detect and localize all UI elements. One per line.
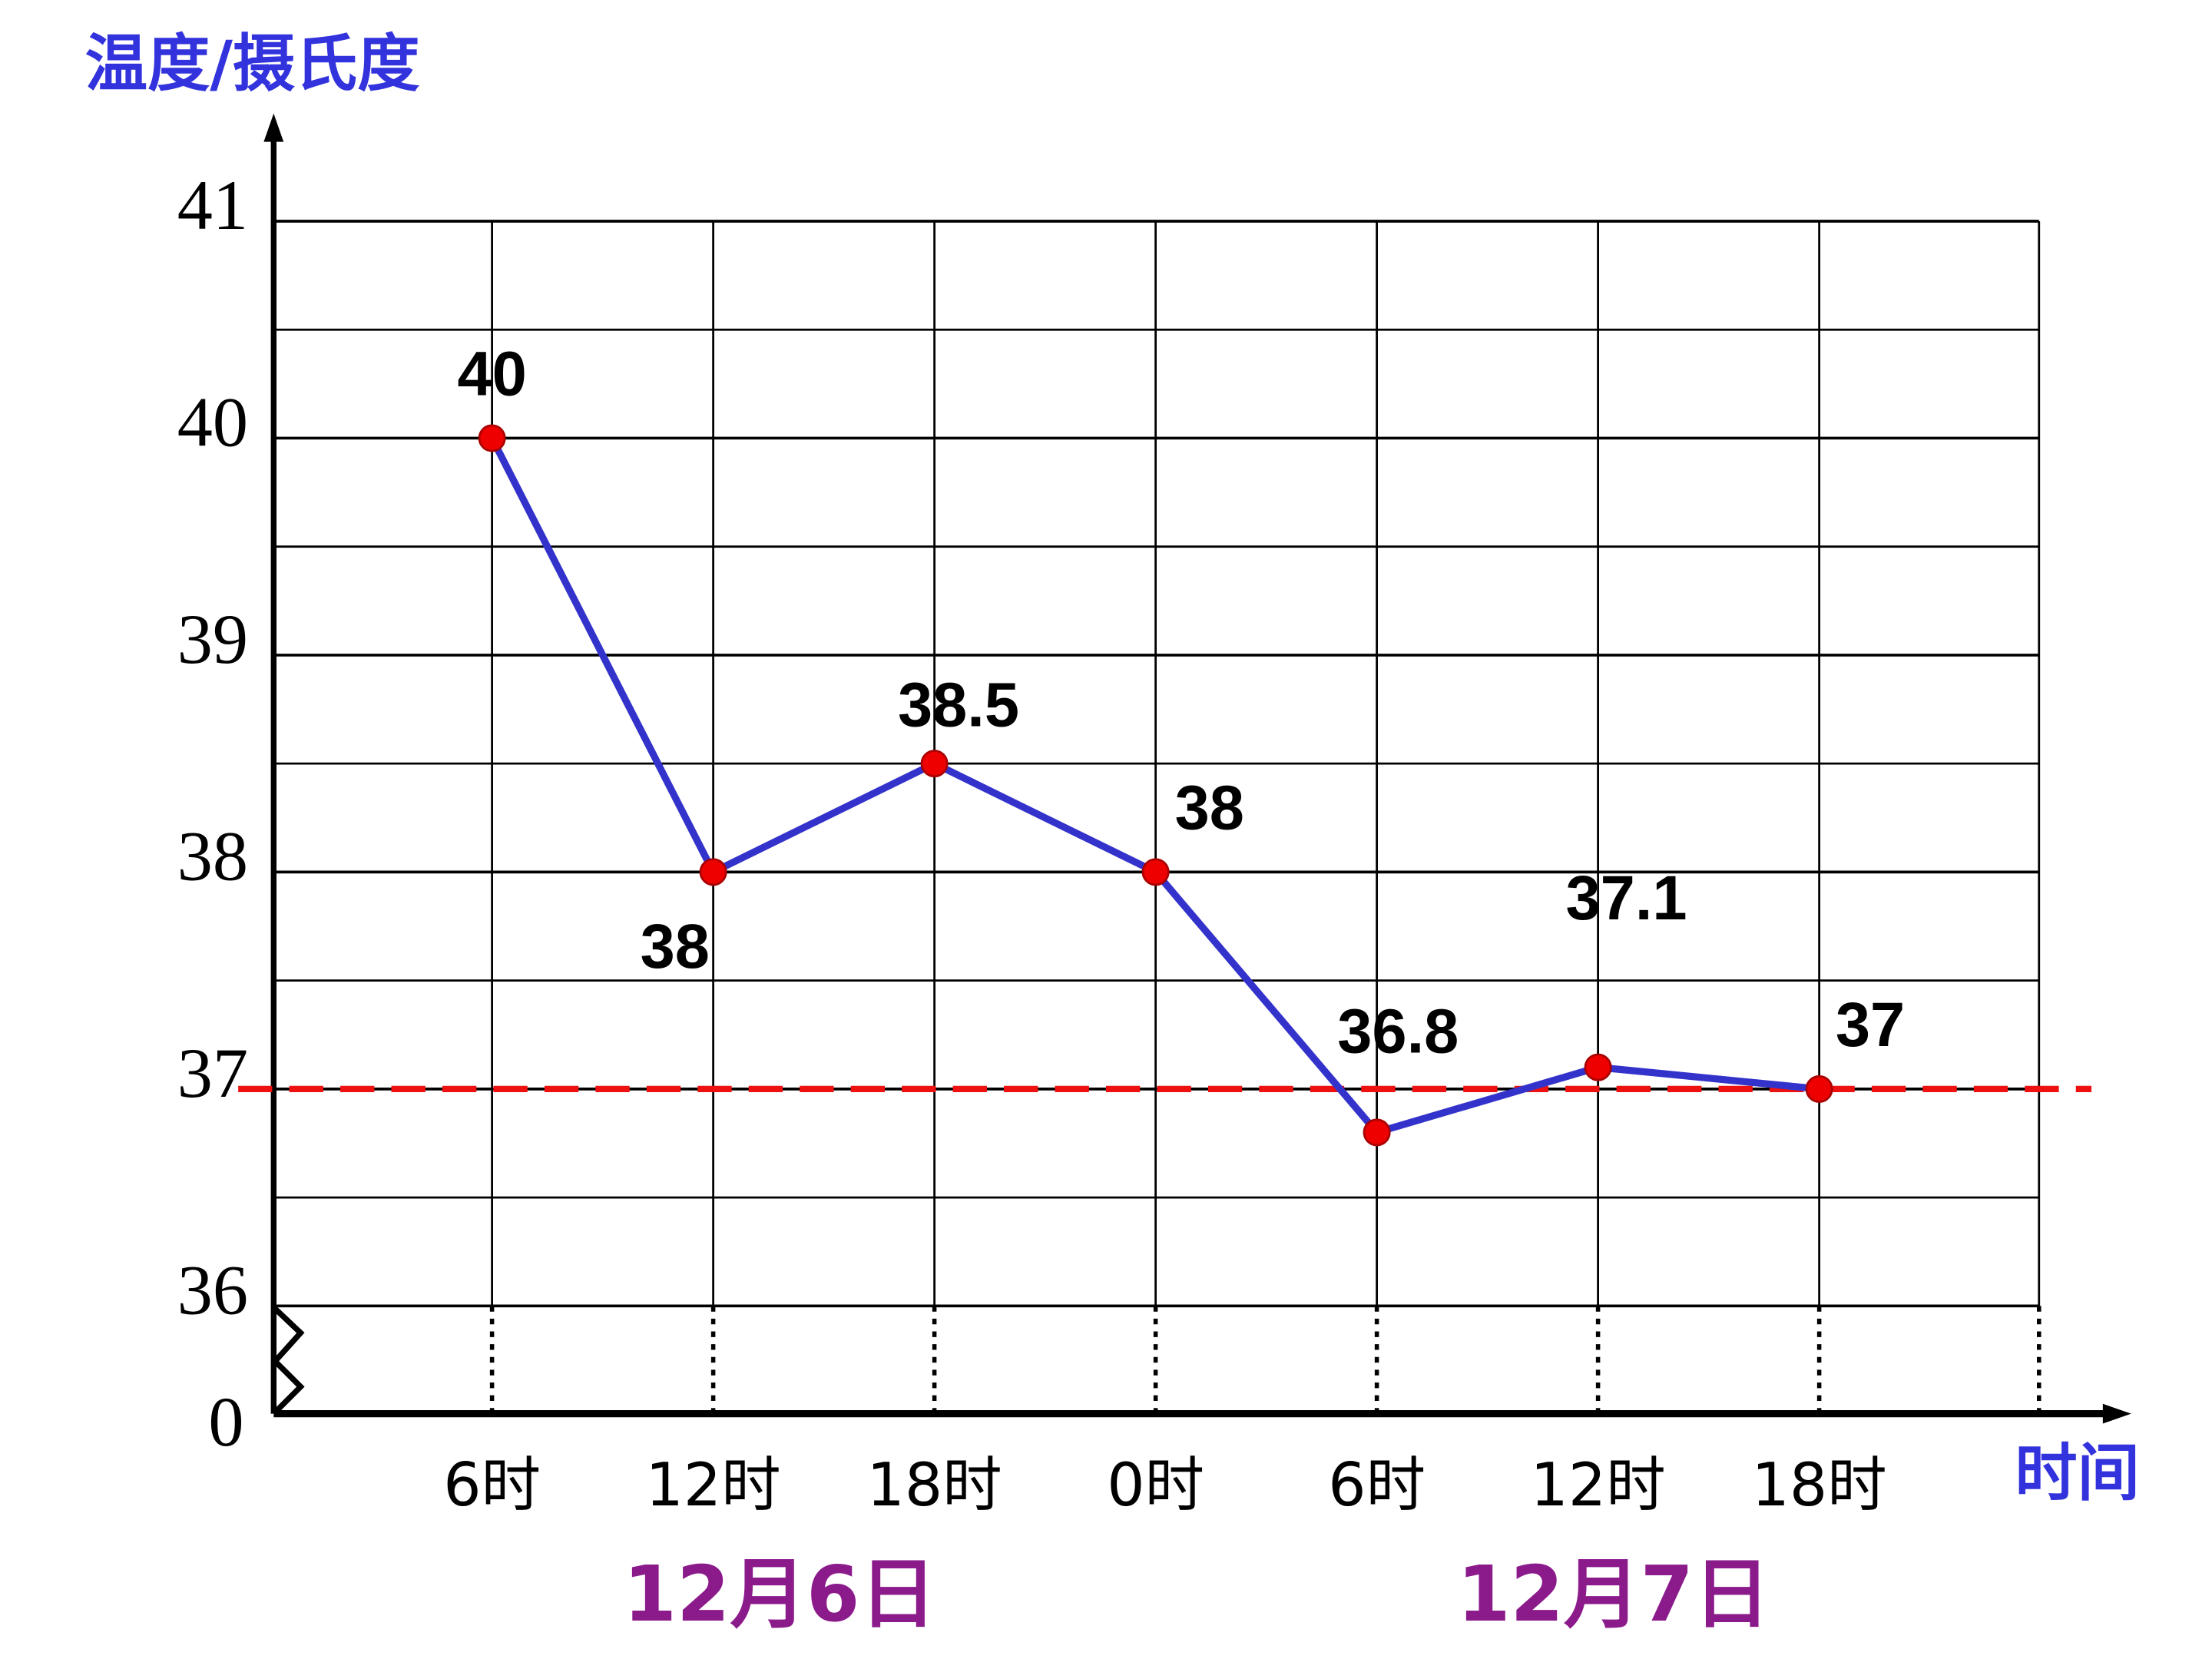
data-label: 38 — [1175, 773, 1244, 843]
y-break-label: 0 — [208, 1382, 243, 1461]
data-label: 36.8 — [1337, 996, 1459, 1066]
data-label: 37 — [1836, 990, 1905, 1060]
x-tick-label: 12时 — [646, 1451, 781, 1520]
x-tick-label: 18时 — [1752, 1451, 1887, 1520]
y-tick-label: 41 — [177, 166, 248, 244]
y-tick-label: 37 — [177, 1034, 248, 1112]
x-tick-label: 12时 — [1531, 1451, 1666, 1520]
x-tick-label: 6时 — [443, 1451, 541, 1520]
point — [1805, 1075, 1833, 1103]
point — [699, 858, 727, 886]
point — [1141, 858, 1170, 886]
x-axis-arrow — [2102, 1403, 2131, 1424]
y-tick-label: 40 — [177, 383, 248, 462]
y-tick-label: 39 — [177, 600, 248, 678]
data-label: 40 — [457, 339, 526, 409]
x-tick-label: 18时 — [867, 1451, 1002, 1520]
x-tick-label: 6时 — [1328, 1451, 1426, 1520]
y-axis-arrow — [263, 113, 284, 142]
y-tick-label: 36 — [177, 1250, 248, 1329]
point — [478, 424, 506, 452]
data-label: 38 — [641, 912, 710, 982]
data-label: 38.5 — [898, 670, 1019, 740]
point — [920, 750, 949, 778]
y-tick-label: 38 — [177, 816, 248, 895]
y-axis-title: 温度/摄氏度 — [85, 28, 420, 101]
x-tick-label: 0时 — [1107, 1451, 1204, 1520]
data-label: 37.1 — [1565, 863, 1687, 933]
group-label: 12月6日 — [624, 1549, 936, 1639]
point — [1363, 1118, 1391, 1147]
y-axis — [270, 130, 305, 1416]
group-label: 12月7日 — [1457, 1549, 1770, 1639]
point — [1584, 1053, 1612, 1081]
x-axis-title: 时间 — [2015, 1438, 2139, 1510]
